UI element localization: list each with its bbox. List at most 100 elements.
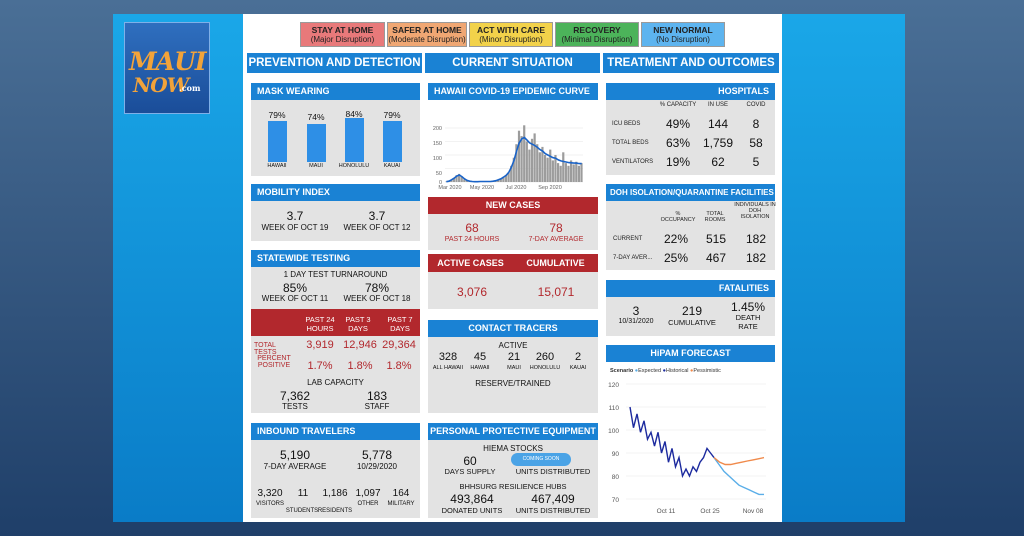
coming-soon-button[interactable]: COMING SOON [511,453,571,466]
hipam-y-tick: 110 [609,405,620,412]
legend-stay-at-home: STAY AT HOME (Major Disruption) [300,22,385,47]
inbound-military-label: MILITARY [387,501,415,507]
hospitals-header-inuse: IN USE [707,102,728,108]
ppe-hub-distributed-value: 467,409 [531,492,575,506]
doh-row-rooms: 467 [705,251,727,265]
ppe-days-value: 60 [463,454,477,468]
epi-daily-bar [512,157,515,182]
hipam-historical-line [629,406,715,479]
epi-daily-bar [450,179,453,182]
testing-total-3d: 12,946 [343,339,377,351]
doh-row-label: CURRENT [613,236,643,242]
inbound-visitors-value: 3,320 [257,488,283,499]
inbound-value-b: 5,778 [361,448,393,462]
inbound-label-a: 7-DAY AVERAGE [263,462,327,471]
hipam-y-tick: 100 [608,428,619,435]
tracers-kauai-value: 2 [574,351,582,363]
mask-bar-honolulu [345,118,364,162]
legend-safer-at-home: SAFER AT HOME (Moderate Disruption) [387,22,467,47]
mobility-label-b: WEEK OF OCT 12 [343,223,411,232]
tracers-reserve-label: RESERVE/TRAINED [475,379,551,388]
legend-recovery: RECOVERY (Minimal Disruption) [555,22,639,47]
legend-new-normal: NEW NORMAL (No Disruption) [641,22,725,47]
epi-daily-bar [536,144,539,182]
epi-daily-bar [463,179,466,182]
legend-sub: (Minimal Disruption) [561,35,633,44]
ppe-panel [428,440,598,518]
mask-pct-hawaii: 79% [268,110,286,120]
epi-daily-bar [520,136,523,182]
active-cases-panel [428,271,598,309]
mask-pct-maui: 74% [307,112,325,122]
legend-title: ACT WITH CARE [477,25,545,35]
fatalities-cumulative-value: 219 [681,304,703,318]
lab-capacity-title: LAB CAPACITY [307,378,364,387]
epi-daily-bar [458,173,461,182]
epi-daily-bar [564,163,567,182]
legend-title: RECOVERY [573,25,621,35]
hipam-y-tick: 120 [608,382,619,389]
epi-daily-bar [455,175,458,182]
hipam-x-tick: Oct 11 [657,508,676,515]
testing-panel [251,266,420,413]
hipam-x-tick: Oct 25 [700,508,720,515]
lab-staff-label: STAFF [364,402,390,411]
epi-daily-bar [543,155,547,182]
lab-staff-value: 183 [366,389,388,403]
epi-curve-title: HAWAII COVID-19 EPIDEMIC CURVE [428,83,598,100]
tracers-maui-label: MAUI [507,365,521,371]
testing-label-a: WEEK OF OCT 11 [261,294,329,303]
hospitals-row-covid: 8 [752,117,760,131]
mask-bar-hawaii [268,121,287,162]
hospitals-row-label: ICU BEDS [612,121,641,127]
epi-y-tick: 100 [433,156,442,162]
column-header-prevention: PREVENTION AND DETECTION [247,53,422,73]
hospitals-header-covid: COVID [746,102,766,108]
epi-y-tick: 200 [433,126,442,132]
epi-x-tick: Jul 2020 [506,185,527,191]
epi-daily-bar [559,165,562,182]
contact-tracers-title: CONTACT TRACERS [428,320,598,337]
new-cases-header [428,197,598,214]
hospitals-row-inuse: 1,759 [702,136,734,150]
ppe-hub-distributed-label: UNITS DISTRIBUTED [515,506,591,515]
tracers-honolulu-label: HONOLULU [529,365,561,371]
doh-header-rooms: TOTAL ROOMS [704,211,726,223]
epi-daily-bar [556,163,560,182]
doh-row-occupancy: 22% [663,232,689,246]
doh-panel [606,200,775,270]
mask-label-maui: MAUI [309,163,323,169]
inbound-visitors-label: VISITORS [256,501,284,507]
testing-positive-3d: 1.8% [347,360,373,372]
testing-total-label: TOTAL TESTS [254,342,277,356]
ppe-hiema-label: HIEMA STOCKS [483,444,543,453]
epi-daily-bar [460,176,463,182]
mask-bar-maui [307,124,326,162]
maui-now-logo[interactable]: MAUI NOW .com [124,22,210,114]
epi-daily-bar [497,179,500,182]
legend-sub: (Moderate Disruption) [388,35,466,44]
hospitals-row-label: TOTAL BEDS [612,140,649,146]
testing-header-3d: PAST 3 DAYS [345,315,371,333]
testing-value-b: 78% [364,281,390,295]
new-cases-value-b: 78 [549,221,563,235]
fatalities-cumulative-label: CUMULATIVE [668,318,716,327]
inbound-other-value: 1,097 [355,488,381,499]
tracers-hawaii-label: HAWAII [470,365,490,371]
epi-daily-bar [510,165,513,182]
testing-positive-label: PERCENT POSITIVE [257,355,291,369]
tracers-kauai-label: KAUAI [569,365,587,371]
mobility-value-b: 3.7 [368,209,386,223]
mobility-value-a: 3.7 [286,209,304,223]
epi-daily-bar [567,165,570,182]
epi-daily-bar [499,178,502,182]
testing-value-a: 85% [282,281,308,295]
mask-wearing-title: MASK WEARING [251,83,420,100]
mask-label-honolulu: HONOLULU [338,163,370,169]
epi-daily-bar [523,125,526,182]
new-cases-value-a: 68 [465,221,479,235]
hipam-chart: 120 110 100 90 80 70 Oct 11 Oct 25 Nov 0… [608,382,766,515]
testing-total-24h: 3,919 [306,339,334,351]
contact-tracers-active: ACTIVE [498,341,528,350]
testing-title: STATEWIDE TESTING [251,250,420,267]
